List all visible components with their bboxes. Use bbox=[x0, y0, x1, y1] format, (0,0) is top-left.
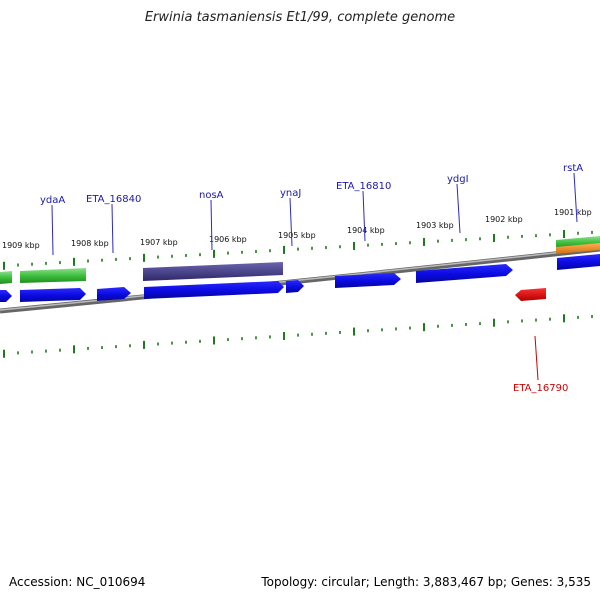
leader-line bbox=[362, 190, 366, 242]
gene-arrow-forward[interactable] bbox=[335, 273, 401, 288]
gene-arrow-forward[interactable] bbox=[0, 290, 12, 302]
leader-line bbox=[573, 172, 578, 223]
kbp-tick-row-bottom bbox=[3, 314, 593, 358]
gene-label[interactable]: ETA_16790 bbox=[513, 383, 568, 394]
gene-arrow-reverse[interactable] bbox=[515, 288, 546, 301]
kbp-label: 1901 kbp bbox=[554, 208, 592, 217]
gene-label[interactable]: ydgI bbox=[447, 174, 469, 185]
gene-label[interactable]: ETA_16810 bbox=[336, 181, 391, 192]
leader-line bbox=[210, 199, 213, 251]
leader-line bbox=[51, 204, 54, 256]
kbp-label: 1903 kbp bbox=[416, 221, 454, 230]
kbp-label: 1905 kbp bbox=[278, 231, 316, 240]
gene-label[interactable]: nosA bbox=[199, 190, 224, 201]
leader-line bbox=[456, 183, 461, 234]
feature-bar-green[interactable] bbox=[20, 268, 86, 283]
feature-bar-purple[interactable] bbox=[143, 262, 283, 281]
gene-arrow-forward[interactable] bbox=[20, 288, 86, 302]
genome-summary: Topology: circular; Length: 3,883,467 bp… bbox=[261, 575, 591, 589]
kbp-label: 1902 kbp bbox=[485, 215, 523, 224]
kbp-label: 1904 kbp bbox=[347, 226, 385, 235]
gene-label[interactable]: ETA_16840 bbox=[86, 194, 141, 205]
gene-arrow-forward[interactable] bbox=[557, 254, 600, 270]
gene-arrow-forward[interactable] bbox=[416, 264, 513, 283]
gene-arrow-forward[interactable] bbox=[286, 280, 304, 293]
feature-bar-orange[interactable] bbox=[556, 243, 600, 254]
feature-bar-green[interactable] bbox=[0, 271, 12, 284]
genome-backbone-highlight bbox=[0, 247, 600, 311]
leader-line bbox=[289, 197, 293, 247]
gene-arrow-forward[interactable] bbox=[97, 287, 131, 301]
kbp-tick-row-top bbox=[3, 230, 593, 270]
kbp-label: 1908 kbp bbox=[71, 239, 109, 248]
kbp-label: 1907 kbp bbox=[140, 238, 178, 247]
gene-label[interactable]: ynaJ bbox=[280, 188, 301, 199]
gene-label[interactable]: ydaA bbox=[40, 195, 65, 206]
accession-number: Accession: NC_010694 bbox=[9, 575, 146, 589]
gene-leader-lines bbox=[51, 172, 578, 381]
gene-label[interactable]: rstA bbox=[563, 163, 583, 174]
gene-arrow-forward[interactable] bbox=[144, 281, 284, 299]
kbp-label: 1906 kbp bbox=[209, 235, 247, 244]
kbp-label: 1909 kbp bbox=[2, 241, 40, 250]
genome-title: Erwinia tasmaniensis Et1/99, complete ge… bbox=[144, 10, 456, 25]
leader-line bbox=[111, 203, 114, 254]
leader-line bbox=[534, 335, 539, 381]
genome-backbone bbox=[0, 246, 600, 314]
